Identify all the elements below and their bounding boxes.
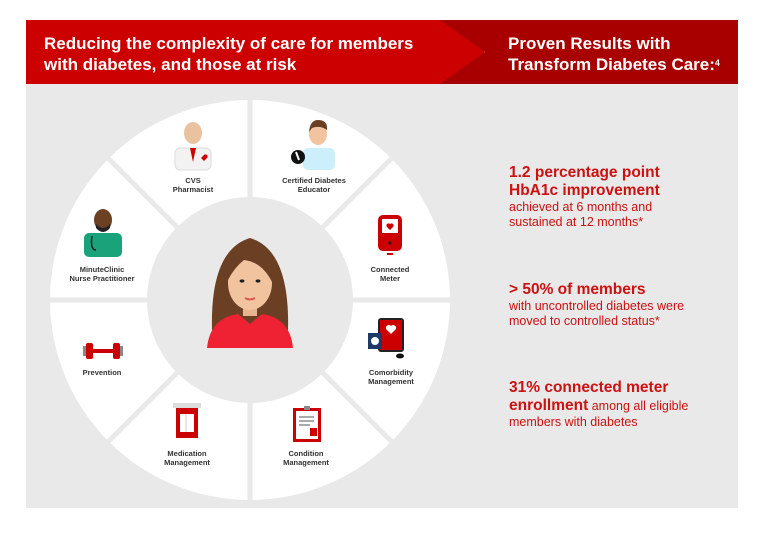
segment-label-connected-meter: Connected Meter — [370, 265, 410, 283]
header-left-title: Reducing the complexity of care for memb… — [44, 33, 413, 75]
result-hba1c: 1.2 percentage point HbA1c improvement a… — [509, 164, 660, 229]
header-right-line2: Transform Diabetes Care: — [508, 55, 715, 74]
result-meter-enrollment: 31% connected meter enrollment among all… — [509, 379, 689, 429]
pill-bottle-icon — [173, 403, 201, 438]
segment-label-condition: Condition Management — [283, 449, 329, 467]
header-right-title: Proven Results with Transform Diabetes C… — [508, 33, 720, 75]
segment-label-prevention: Prevention — [82, 368, 122, 377]
header-right-banner — [440, 20, 738, 84]
segment-label-comorbidity: Comorbidity Management — [368, 368, 414, 386]
segment-label-diabetes-educator: Certified Diabetes Educator — [282, 176, 346, 194]
segment-label-medication: Medication Management — [164, 449, 210, 467]
footnote-marker: 4 — [714, 58, 720, 68]
header-right-line1: Proven Results with — [508, 34, 671, 53]
segment-label-nurse-practitioner: MinuteClinic Nurse Practitioner — [69, 265, 135, 283]
clipboard-icon — [293, 406, 321, 442]
blood-pressure-icon — [368, 318, 404, 359]
result-controlled-status: > 50% of members with uncontrolled diabe… — [509, 281, 685, 328]
header-left-banner — [26, 20, 484, 84]
header-left-line2: with diabetes, and those at risk — [44, 55, 297, 74]
header-left-line1: Reducing the complexity of care for memb… — [44, 34, 414, 53]
segment-label-cvs-pharmacist: CVS Pharmacist — [172, 176, 214, 194]
nurse-icon — [84, 209, 122, 257]
dumbbell-icon — [83, 343, 123, 359]
glucose-meter-icon — [378, 215, 402, 255]
pharmacist-icon — [174, 122, 212, 171]
member-avatar-icon — [207, 238, 293, 348]
educator-icon — [291, 120, 335, 170]
